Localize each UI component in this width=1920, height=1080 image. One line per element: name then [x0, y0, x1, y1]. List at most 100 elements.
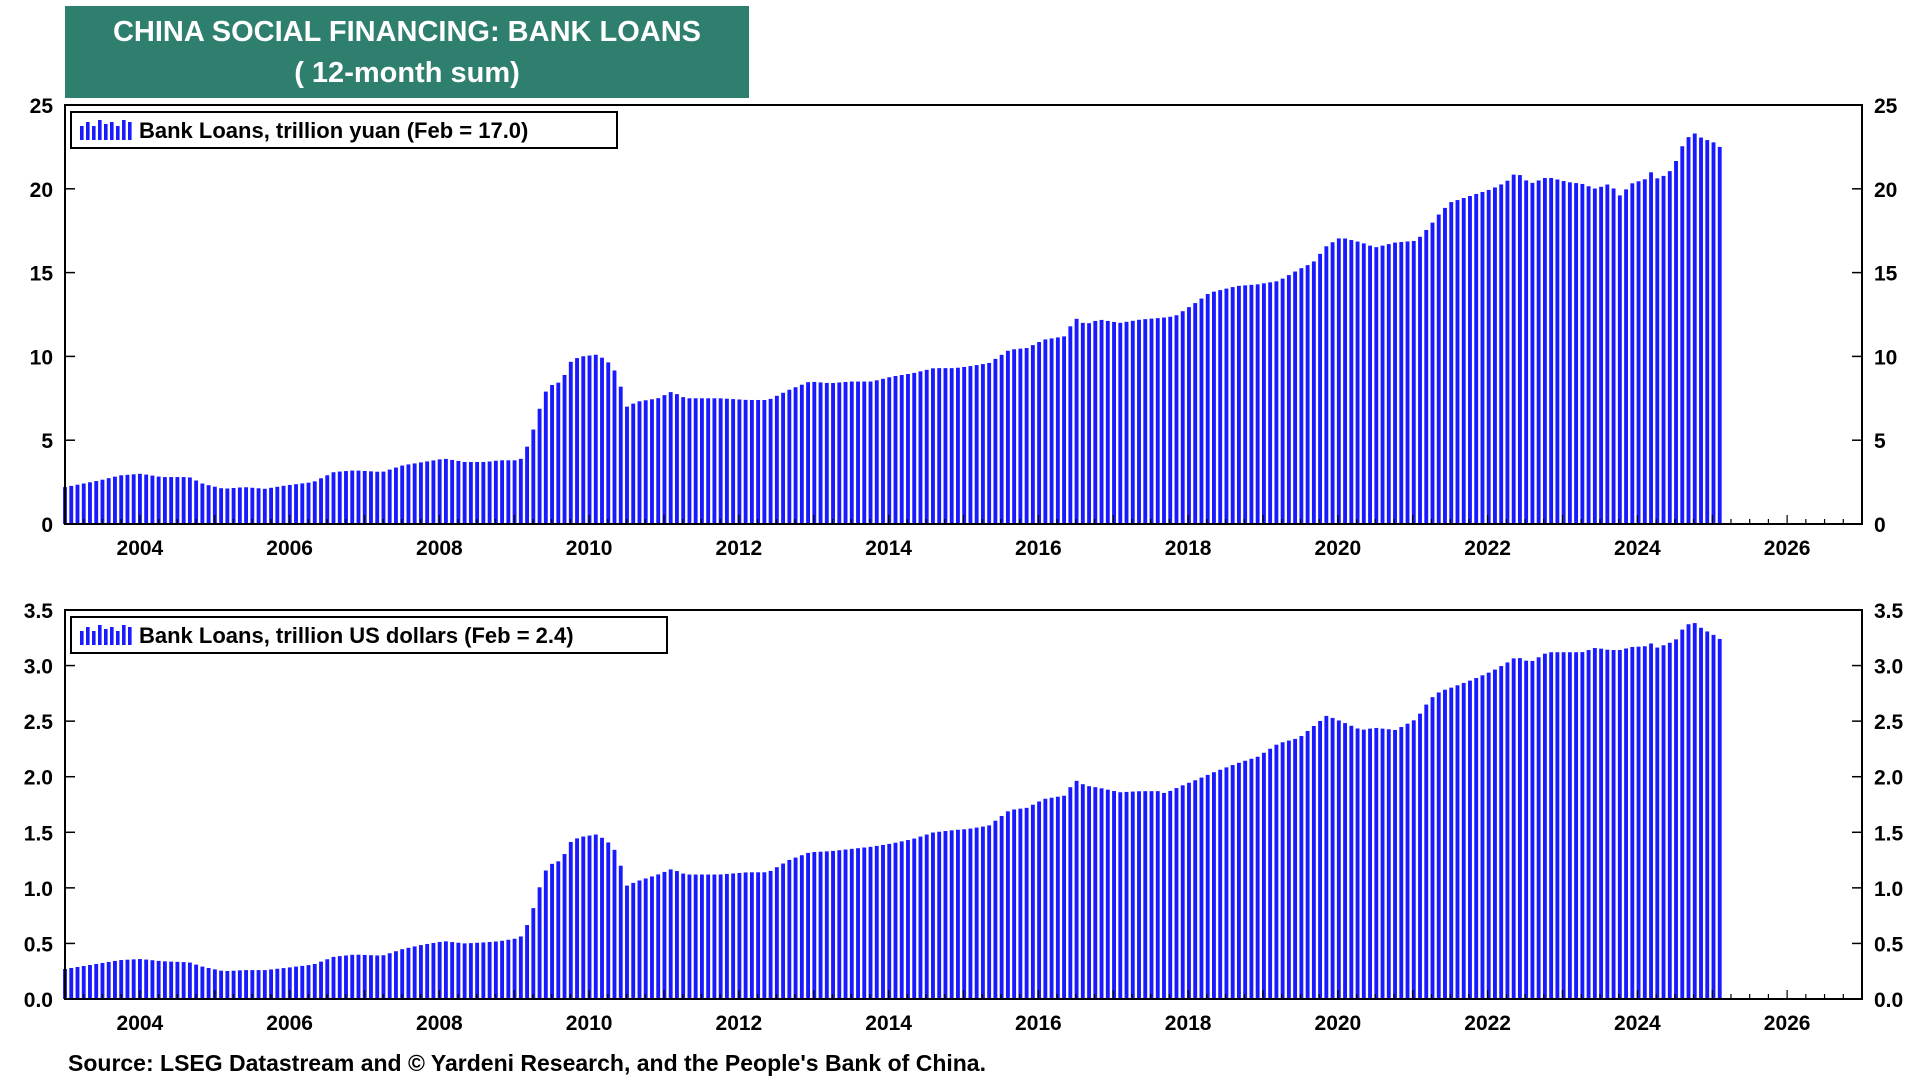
bar — [1255, 284, 1260, 524]
bar — [281, 485, 286, 524]
bar — [69, 485, 74, 524]
bar — [1299, 736, 1304, 999]
bar — [1149, 791, 1154, 999]
legend-label: Bank Loans, trillion US dollars (Feb = 2… — [139, 623, 574, 648]
bar — [1511, 174, 1516, 524]
bar — [631, 403, 636, 524]
bar — [1411, 240, 1416, 524]
bar — [650, 399, 654, 524]
x-tick-label: 2014 — [865, 1012, 912, 1035]
bar — [643, 400, 648, 524]
bar — [1162, 317, 1166, 524]
bar — [531, 429, 536, 524]
bar — [381, 471, 386, 524]
bar — [1468, 196, 1472, 524]
bar — [1599, 186, 1604, 524]
bar — [843, 381, 848, 524]
bar — [1336, 238, 1341, 524]
bar — [1493, 187, 1497, 524]
bar — [1305, 265, 1310, 524]
x-tick-label: 2024 — [1614, 1012, 1661, 1035]
bar — [169, 961, 174, 999]
bar — [1318, 720, 1323, 999]
bar — [868, 381, 873, 524]
bar — [1012, 809, 1017, 999]
bar — [94, 481, 99, 524]
bar — [912, 372, 917, 524]
bar — [762, 872, 767, 999]
bar — [1586, 186, 1591, 525]
bar — [856, 381, 860, 524]
bar — [1561, 652, 1566, 999]
bar — [425, 943, 430, 999]
bar — [450, 942, 455, 999]
bar — [88, 482, 92, 524]
bar — [1405, 723, 1410, 999]
x-tick-label: 2004 — [117, 1012, 164, 1035]
bar — [244, 487, 249, 524]
bar — [1105, 320, 1110, 524]
bar — [1511, 658, 1516, 999]
bar — [1661, 645, 1666, 999]
bar — [1555, 179, 1560, 524]
bar — [650, 876, 654, 999]
x-tick-label: 2020 — [1315, 1012, 1362, 1035]
bar — [1143, 791, 1148, 999]
bar — [219, 488, 224, 524]
bar — [162, 961, 167, 999]
bar — [718, 874, 723, 999]
bar — [637, 401, 642, 524]
y-tick-label-right: 5 — [1874, 430, 1886, 453]
bar — [543, 870, 548, 999]
bar — [250, 487, 255, 524]
bar — [687, 398, 692, 524]
bar — [1130, 320, 1135, 524]
bar — [974, 365, 979, 524]
bar — [618, 865, 623, 999]
bar — [575, 838, 579, 999]
bar — [200, 966, 205, 999]
bar — [256, 488, 261, 524]
x-tick-label: 2004 — [117, 537, 164, 560]
bar — [962, 829, 967, 999]
bar — [1586, 650, 1591, 999]
bar — [1549, 177, 1554, 525]
bar — [1499, 184, 1504, 524]
bar — [824, 382, 829, 524]
y-tick-label-right: 25 — [1874, 95, 1898, 118]
bar — [1024, 348, 1029, 524]
bar — [493, 941, 498, 999]
bar — [1093, 787, 1098, 999]
bar — [1343, 238, 1348, 524]
bar — [1461, 682, 1466, 999]
x-tick-label: 2008 — [416, 1012, 463, 1035]
bar — [681, 873, 686, 999]
bar — [1261, 283, 1266, 524]
bar — [1567, 652, 1572, 999]
bar — [1205, 774, 1210, 999]
bar — [687, 874, 692, 999]
bar — [1399, 727, 1404, 999]
bar — [518, 458, 523, 524]
bar — [325, 475, 330, 524]
bar — [1599, 648, 1604, 999]
x-tick-label: 2026 — [1764, 1012, 1811, 1035]
bar — [1542, 178, 1547, 524]
bar — [1087, 786, 1091, 999]
bar — [1236, 762, 1241, 999]
bar — [556, 382, 561, 524]
bar — [1605, 184, 1610, 524]
bar — [675, 871, 679, 999]
bar — [138, 959, 142, 999]
x-tick-label: 2026 — [1764, 537, 1811, 560]
bar — [1542, 653, 1547, 999]
bar — [138, 473, 142, 524]
bar — [575, 358, 579, 524]
bar — [1574, 183, 1579, 524]
bar — [1318, 253, 1323, 524]
bar — [1249, 284, 1254, 524]
bar — [456, 942, 461, 999]
bar — [1005, 350, 1010, 524]
bar — [1667, 171, 1672, 524]
bar — [856, 848, 860, 999]
